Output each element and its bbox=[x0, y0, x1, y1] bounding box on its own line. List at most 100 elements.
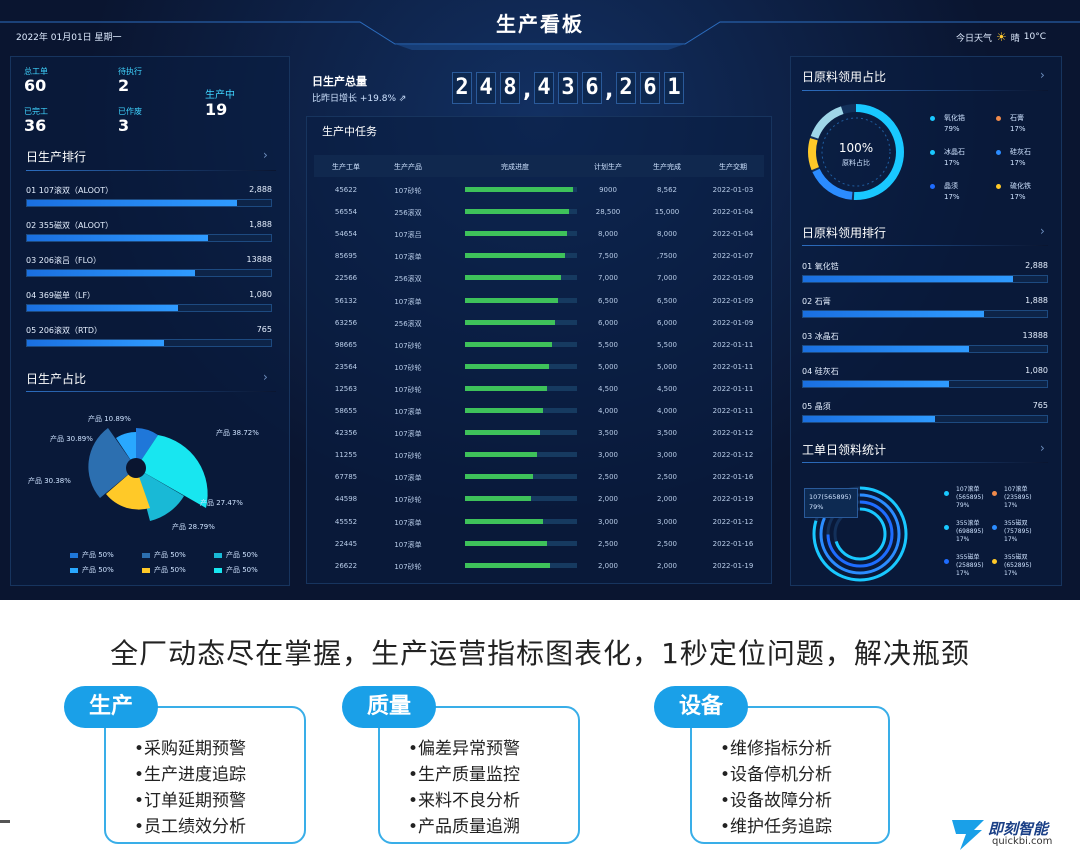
order-material-more-icon[interactable]: › bbox=[1040, 441, 1045, 455]
table-cell-due: 2022-01-07 bbox=[712, 252, 754, 261]
table-cell-done: 2,500 bbox=[656, 539, 678, 548]
order-legend-item: 355磁双 (757895) 17% bbox=[1004, 520, 1032, 544]
material-rank-item-bar bbox=[802, 380, 1048, 388]
daily-rank-item-value: 2,888 bbox=[249, 185, 272, 194]
feature-card bbox=[104, 706, 306, 844]
daily-rank-item-bar-fill bbox=[27, 200, 237, 206]
order-legend-pct: 17% bbox=[1004, 536, 1018, 543]
page-title: 生产看板 bbox=[496, 12, 584, 36]
share-legend-item: 产品 50% bbox=[214, 565, 258, 575]
table-cell-done: ,7500 bbox=[656, 252, 678, 261]
table-cell-order: 12563 bbox=[334, 384, 358, 393]
table-cell-done: 5,500 bbox=[656, 340, 678, 349]
material-rank-item-bar bbox=[802, 275, 1048, 283]
material-rank-item-bar bbox=[802, 415, 1048, 423]
stat-total-orders-value: 60 bbox=[24, 76, 47, 95]
table-progress-fill bbox=[465, 540, 547, 546]
table-cell-order: 22566 bbox=[334, 274, 358, 283]
table-header-cell: 生产产品 bbox=[394, 163, 422, 171]
table-cell-planned: 2,000 bbox=[597, 561, 619, 570]
table-cell-due: 2022-01-03 bbox=[712, 186, 754, 194]
daily-rank-item-bar-fill bbox=[27, 235, 208, 241]
table-cell-planned: 3,500 bbox=[597, 429, 619, 438]
table-cell-order: 56554 bbox=[334, 208, 358, 217]
daily-rank-item-label: 04 369磁单（LF） bbox=[26, 291, 96, 300]
daily-share-rose-chart bbox=[88, 428, 208, 521]
material-share-more-icon[interactable]: › bbox=[1040, 68, 1045, 82]
brand-name: 即刻智能 bbox=[988, 820, 1049, 838]
brand-url: quickbi.com bbox=[992, 836, 1053, 847]
share-legend-item: 产品 50% bbox=[70, 565, 114, 575]
table-cell-product: 107滚单 bbox=[394, 297, 422, 306]
table-progress-bar bbox=[465, 452, 577, 458]
daily-rank-item-value: 765 bbox=[256, 325, 272, 334]
table-cell-due: 2022-01-09 bbox=[712, 296, 754, 305]
feature-card-item: •来料不良分析 bbox=[408, 791, 521, 811]
daily-rank-item-bar bbox=[26, 304, 272, 312]
table-header-cell: 完成进度 bbox=[501, 163, 529, 171]
daily-rank-item-label: 01 107滚双（ALOOT） bbox=[26, 186, 114, 195]
table-cell-order: 58655 bbox=[334, 407, 358, 415]
header-frame bbox=[0, 21, 1080, 50]
material-rank-item-bar-fill bbox=[803, 416, 935, 422]
material-legend-name: 冰晶石 bbox=[944, 148, 965, 156]
table-cell-planned: 2,500 bbox=[597, 539, 619, 548]
legend-text: 产品 50% bbox=[82, 551, 114, 559]
legend-dot bbox=[992, 559, 997, 564]
legend-dot bbox=[930, 184, 935, 189]
table-cell-planned: 5,000 bbox=[597, 362, 619, 371]
legend-swatch bbox=[142, 552, 150, 558]
order-legend-code: (652895) bbox=[1004, 562, 1032, 569]
order-legend-name: 355磁单 bbox=[956, 554, 980, 561]
material-rank-more-icon[interactable]: › bbox=[1040, 224, 1045, 238]
table-cell-product: 107砂轮 bbox=[394, 452, 422, 461]
table-cell-order: 42356 bbox=[334, 429, 358, 438]
stat-void-label: 已作废 bbox=[118, 107, 142, 116]
table-cell-order: 22445 bbox=[334, 539, 358, 548]
counter-separator: , bbox=[605, 78, 614, 103]
table-progress-fill bbox=[465, 474, 533, 480]
table-cell-due: 2022-01-11 bbox=[712, 362, 754, 371]
feature-card-item: •生产进度追踪 bbox=[134, 765, 247, 785]
counter-digit: 1 bbox=[664, 72, 684, 104]
order-legend-item: 107滚单 (235895) 17% bbox=[1004, 486, 1032, 510]
order-legend-item: 355滚单 (698895) 17% bbox=[956, 520, 984, 544]
legend-dot bbox=[930, 116, 935, 121]
table-cell-planned: 8,000 bbox=[597, 230, 619, 239]
counter-digit: 8 bbox=[500, 72, 520, 104]
daily-rank-item-bar bbox=[26, 234, 272, 242]
donut-arc-3 bbox=[808, 104, 904, 200]
table-header-cell: 生产完成 bbox=[653, 163, 681, 171]
order-legend-item: 355磁单 (258895) 17% bbox=[956, 554, 984, 578]
table-cell-planned: 5,500 bbox=[597, 340, 619, 349]
daily-share-more-icon[interactable]: › bbox=[263, 370, 268, 384]
table-cell-order: 44598 bbox=[334, 495, 358, 504]
table-progress-bar bbox=[465, 297, 577, 303]
feature-card-item: •设备停机分析 bbox=[720, 765, 833, 785]
feature-card-item: •偏差异常预警 bbox=[408, 739, 521, 759]
share-legend-item: 产品 50% bbox=[70, 550, 114, 560]
order-legend-pct: 79% bbox=[956, 502, 970, 509]
order-legend-pct: 17% bbox=[1004, 570, 1018, 577]
material-rank-item-value: 1,888 bbox=[1025, 296, 1048, 305]
table-cell-done: 15,000 bbox=[654, 208, 680, 217]
order-legend-item: 107滚单 (565895) 79% bbox=[956, 486, 984, 510]
table-cell-product: 107滚单 bbox=[394, 540, 422, 549]
tooltip-pct: 79% bbox=[809, 503, 824, 511]
feature-card-item: •维修指标分析 bbox=[720, 739, 833, 759]
feature-card bbox=[690, 706, 890, 844]
table-cell-planned: 4,500 bbox=[597, 384, 619, 393]
material-legend-name: 石膏 bbox=[1010, 114, 1024, 122]
material-legend-name: 晶须 bbox=[944, 182, 958, 190]
table-cell-order: 56132 bbox=[334, 296, 358, 305]
daily-rank-item-bar bbox=[26, 199, 272, 207]
daily-rank-more-icon[interactable]: › bbox=[263, 148, 268, 162]
radial-ring-1 bbox=[812, 486, 908, 582]
legend-text: 产品 50% bbox=[154, 551, 186, 559]
table-progress-fill bbox=[465, 496, 531, 502]
feature-card-item: •产品质量追溯 bbox=[408, 817, 521, 837]
table-cell-due: 2022-01-11 bbox=[712, 384, 754, 393]
material-legend-pct: 17% bbox=[1010, 125, 1026, 133]
table-cell-planned: 2,500 bbox=[597, 473, 619, 482]
stat-void-value: 3 bbox=[118, 116, 130, 135]
